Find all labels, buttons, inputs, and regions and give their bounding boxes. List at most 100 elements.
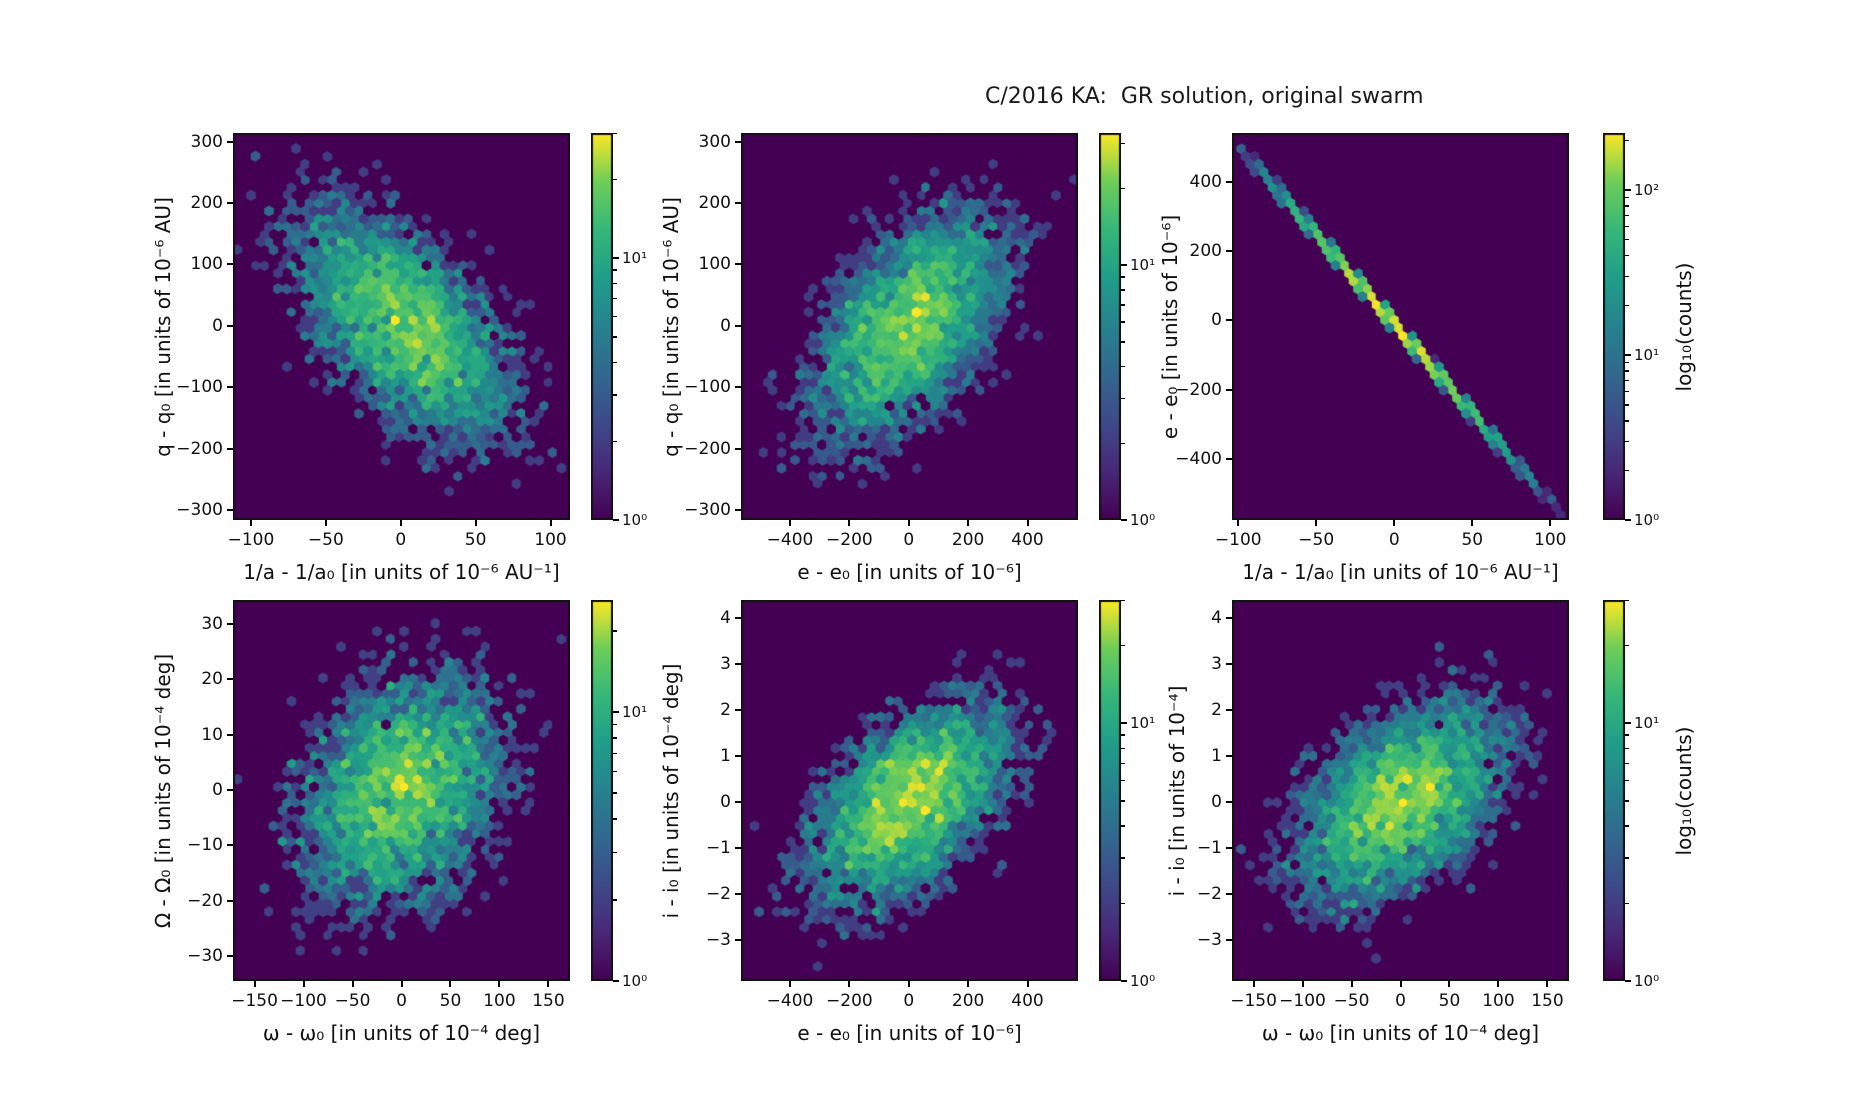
colorbar-minor-tick-mark: [613, 630, 617, 632]
colorbar-tick-mark: [1121, 264, 1127, 267]
y-tick-mark: [735, 447, 741, 450]
x-axis-label: ω - ω₀ [in units of 10⁻⁴ deg]: [1261, 1021, 1540, 1045]
hexbin-canvas: [233, 133, 570, 520]
colorbar-minor-tick-mark: [1625, 902, 1629, 905]
colorbar-minor-tick-mark: [613, 178, 617, 181]
x-tick-label: −400: [766, 530, 814, 550]
colorbar-minor-tick-mark: [613, 899, 617, 901]
x-tick-mark: [400, 981, 403, 987]
y-tick-label: 0: [720, 791, 731, 812]
colorbar-minor-tick-mark: [1625, 304, 1629, 307]
colorbar-tick-label: 10⁰: [1130, 511, 1156, 529]
x-tick-label: −150: [1230, 991, 1277, 1011]
y-tick-label: −200: [176, 438, 223, 459]
x-tick-label: 0: [1388, 530, 1400, 550]
y-tick-mark: [1226, 250, 1232, 252]
colorbar-minor-tick-mark: [613, 269, 617, 271]
y-tick-label: 100: [698, 254, 731, 275]
y-tick-mark: [1226, 892, 1232, 895]
y-tick-label: 200: [698, 193, 731, 214]
colorbar-minor-tick-mark: [613, 336, 617, 338]
colorbar-minor-tick-mark: [1625, 779, 1629, 782]
y-tick-label: 200: [1189, 241, 1222, 261]
colorbar-minor-tick-mark: [1121, 599, 1125, 601]
y-tick-mark: [1226, 458, 1232, 461]
x-tick-mark: [351, 981, 354, 987]
y-tick-mark: [1226, 755, 1232, 758]
y-tick-label: 1: [1211, 746, 1222, 767]
colorbar-tick-mark: [1625, 722, 1631, 725]
y-tick-label: −2: [1196, 883, 1222, 904]
x-tick-mark: [967, 981, 970, 987]
y-tick-label: −2: [705, 883, 731, 904]
colorbar-minor-tick-mark: [1625, 404, 1629, 406]
colorbar-minor-tick-mark: [1625, 747, 1629, 749]
x-tick-label: 200: [951, 991, 985, 1011]
x-tick-mark: [1549, 520, 1552, 526]
x-tick-label: 150: [532, 991, 565, 1011]
y-tick-label: 300: [698, 131, 731, 152]
x-tick-label: 400: [1011, 991, 1044, 1011]
colorbar-minor-tick-mark: [613, 440, 617, 443]
figure-title: C/2016 KA: GR solution, original swarm: [985, 84, 1424, 109]
colorbar-minor-tick-mark: [1625, 644, 1629, 647]
colorbar-tick-label: 10¹: [1130, 714, 1156, 733]
y-tick-mark: [1226, 663, 1232, 666]
colorbar-tick-mark: [1625, 519, 1631, 521]
colorbar-tick-label: 10⁰: [622, 972, 648, 990]
y-tick-mark: [735, 386, 741, 389]
colorbar-tick-mark: [613, 980, 619, 982]
colorbar-minor-tick-mark: [1625, 196, 1629, 199]
x-tick-label: 50: [1461, 530, 1484, 550]
x-tick-mark: [549, 520, 552, 526]
x-tick-label: 200: [951, 530, 985, 550]
y-tick-mark: [735, 263, 741, 266]
y-tick-mark: [227, 678, 233, 681]
x-tick-mark: [253, 981, 256, 987]
colorbar-minor-tick-mark: [1625, 205, 1629, 207]
y-tick-mark: [1226, 800, 1232, 803]
x-tick-mark: [1497, 981, 1500, 987]
colorbar-minor-tick-mark: [1121, 143, 1125, 145]
hexbin-canvas: [233, 600, 570, 981]
colorbar-tick-label: 10²: [1634, 180, 1660, 199]
colorbar-minor-tick-mark: [1121, 762, 1125, 764]
y-tick-mark: [227, 140, 233, 143]
y-tick-mark: [1226, 617, 1232, 620]
y-tick-mark: [227, 733, 233, 736]
y-tick-label: −100: [176, 377, 223, 398]
colorbar-minor-tick-mark: [1121, 442, 1125, 445]
colorbar-tick-label: 10⁰: [1634, 511, 1660, 529]
y-tick-mark: [735, 938, 741, 941]
x-axis-label: e - e₀ [in units of 10⁻⁶]: [797, 1021, 1022, 1045]
x-tick-mark: [788, 520, 791, 526]
x-tick-mark: [848, 520, 851, 526]
y-tick-mark: [735, 663, 741, 666]
colorbar-minor-tick-mark: [1121, 276, 1125, 278]
hexbin-canvas: [741, 133, 1078, 520]
x-tick-label: 0: [903, 991, 915, 1011]
colorbar-minor-tick-mark: [1625, 857, 1629, 859]
y-tick-mark: [735, 846, 741, 849]
y-tick-label: −300: [684, 500, 731, 521]
y-tick-label: 200: [190, 193, 223, 214]
y-tick-mark: [227, 263, 233, 266]
y-tick-mark: [227, 202, 233, 205]
x-tick-label: 0: [395, 530, 407, 550]
y-tick-mark: [735, 755, 741, 758]
y-tick-label: −100: [684, 377, 731, 398]
x-tick-label: 50: [1438, 991, 1461, 1011]
y-tick-label: −3: [1196, 929, 1222, 950]
x-tick-label: −50: [334, 991, 371, 1011]
y-tick-label: 3: [1211, 654, 1222, 675]
colorbar: [1099, 133, 1121, 520]
colorbar-tick-label: 10¹: [1634, 714, 1660, 733]
y-tick-mark: [735, 800, 741, 803]
colorbar-tick-mark: [1625, 980, 1631, 982]
colorbar-tick-mark: [1625, 353, 1631, 356]
y-tick-mark: [227, 622, 233, 625]
